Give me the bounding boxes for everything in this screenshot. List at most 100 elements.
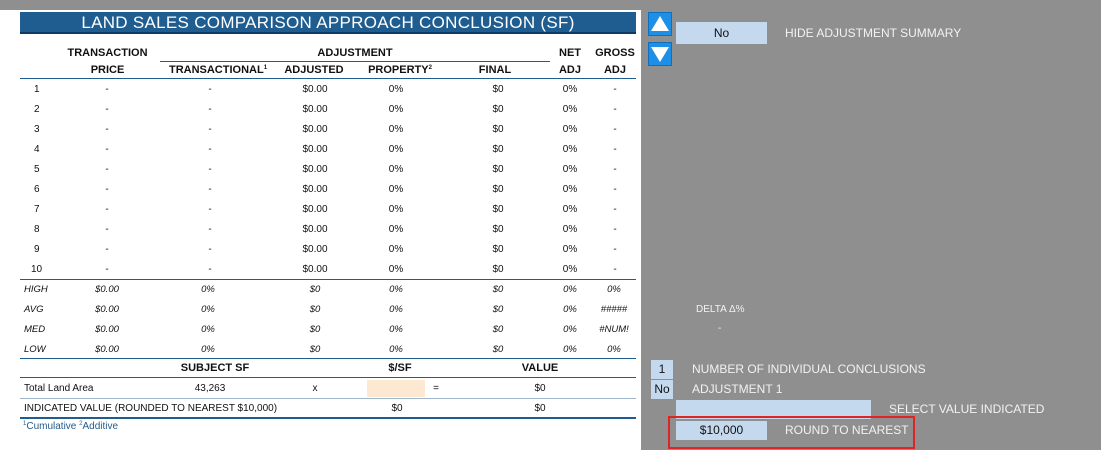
row-final: $0 (492, 144, 504, 155)
stat-adjusted: $0 (309, 324, 321, 335)
stat-price: $0.00 (95, 304, 119, 315)
row-number: 5 (34, 164, 40, 175)
row-adjusted: $0.00 (302, 124, 328, 135)
row-final: $0 (492, 124, 504, 135)
total-land-area-value: 43,263 (194, 383, 226, 394)
row-net: 0% (562, 124, 578, 135)
row-transactional: - (208, 224, 212, 235)
num-conclusions-input[interactable]: 1 (651, 360, 673, 379)
row-transactional: - (208, 244, 212, 255)
delta-value: - (718, 323, 722, 334)
row-price: - (105, 184, 109, 195)
header-net: NET (559, 47, 581, 59)
stat-property: 0% (389, 344, 403, 355)
row-final: $0 (492, 264, 504, 275)
indicated-per-sf: $0 (391, 403, 403, 414)
row-net: 0% (562, 184, 578, 195)
delta-label: DELTA Δ% (696, 304, 745, 315)
row-number: 9 (34, 244, 40, 255)
stat-net: 0% (563, 344, 577, 355)
header-property: PROPERTY2 (368, 64, 432, 76)
stat-gross: 0% (607, 284, 621, 295)
row-price: - (105, 224, 109, 235)
row-adjusted: $0.00 (302, 264, 328, 275)
row-adjusted: $0.00 (302, 204, 328, 215)
header-price: PRICE (90, 64, 125, 76)
row-price: - (105, 244, 109, 255)
row-net: 0% (562, 204, 578, 215)
stat-net: 0% (563, 284, 577, 295)
row-adjusted: $0.00 (302, 164, 328, 175)
stat-transactional: 0% (201, 324, 215, 335)
header-gross: GROSS (595, 47, 635, 59)
row-gross: - (613, 264, 617, 275)
price-per-sf-input[interactable] (367, 380, 425, 397)
stat-gross: ##### (600, 304, 628, 315)
row-transactional: - (208, 184, 212, 195)
row-net: 0% (562, 244, 578, 255)
stat-gross: 0% (607, 344, 621, 355)
row-property: 0% (388, 144, 404, 155)
row-number: 4 (34, 144, 40, 155)
row-property: 0% (388, 124, 404, 135)
row-net: 0% (562, 224, 578, 235)
adjustment-1-select[interactable]: No (651, 380, 673, 399)
rows-bottom-border (20, 279, 636, 280)
stat-price: $0.00 (95, 344, 119, 355)
row-net: 0% (562, 84, 578, 95)
sheet-title: LAND SALES COMPARISON APPROACH CONCLUSIO… (20, 12, 636, 34)
row-adjusted: $0.00 (302, 224, 328, 235)
stat-adjusted: $0 (309, 284, 321, 295)
row-net: 0% (562, 264, 578, 275)
scroll-down-button[interactable] (648, 42, 672, 66)
hide-adjustment-summary-select[interactable]: No (676, 22, 767, 44)
stat-property: 0% (389, 304, 403, 315)
stat-final: $0 (492, 284, 504, 295)
row-gross: - (613, 244, 617, 255)
row-final: $0 (492, 104, 504, 115)
row-net: 0% (562, 144, 578, 155)
header-gross-adj: ADJ (603, 64, 626, 76)
select-value-indicated-label: SELECT VALUE INDICATED (889, 402, 1045, 416)
conclusion-sheet (0, 10, 641, 450)
row-property: 0% (388, 264, 404, 275)
stat-label: MED (24, 324, 46, 335)
row-number: 8 (34, 224, 40, 235)
row-number: 10 (31, 264, 43, 275)
row-final: $0 (492, 84, 504, 95)
highlight-box (668, 416, 915, 449)
header-final: FINAL (478, 64, 512, 76)
round-to-nearest-select[interactable]: $10,000 (676, 421, 767, 440)
row-number: 3 (34, 124, 40, 135)
stat-final: $0 (492, 324, 504, 335)
header-net-adj: ADJ (558, 64, 581, 76)
row-gross: - (613, 124, 617, 135)
indicated-value-label: INDICATED VALUE (ROUNDED TO NEAREST $10,… (24, 403, 278, 414)
stat-property: 0% (389, 324, 403, 335)
row-transactional: - (208, 124, 212, 135)
row-price: - (105, 104, 109, 115)
row-final: $0 (492, 184, 504, 195)
stat-net: 0% (563, 324, 577, 335)
indicated-row-border (20, 417, 636, 419)
stat-final: $0 (492, 344, 504, 355)
row-transactional: - (208, 84, 212, 95)
row-transactional: - (208, 204, 212, 215)
row-gross: - (613, 104, 617, 115)
row-property: 0% (388, 224, 404, 235)
header-subject-sf: SUBJECT SF (180, 362, 250, 374)
row-property: 0% (388, 244, 404, 255)
scroll-up-button[interactable] (648, 12, 672, 36)
row-price: - (105, 84, 109, 95)
select-value-indicated-input[interactable] (676, 400, 871, 419)
row-property: 0% (388, 204, 404, 215)
total-land-area-label: Total Land Area (24, 383, 94, 394)
stat-price: $0.00 (95, 324, 119, 335)
row-property: 0% (388, 84, 404, 95)
row-number: 7 (34, 204, 40, 215)
stat-price: $0.00 (95, 284, 119, 295)
row-price: - (105, 264, 109, 275)
row-adjusted: $0.00 (302, 104, 328, 115)
row-number: 6 (34, 184, 40, 195)
stat-label: HIGH (24, 284, 48, 295)
